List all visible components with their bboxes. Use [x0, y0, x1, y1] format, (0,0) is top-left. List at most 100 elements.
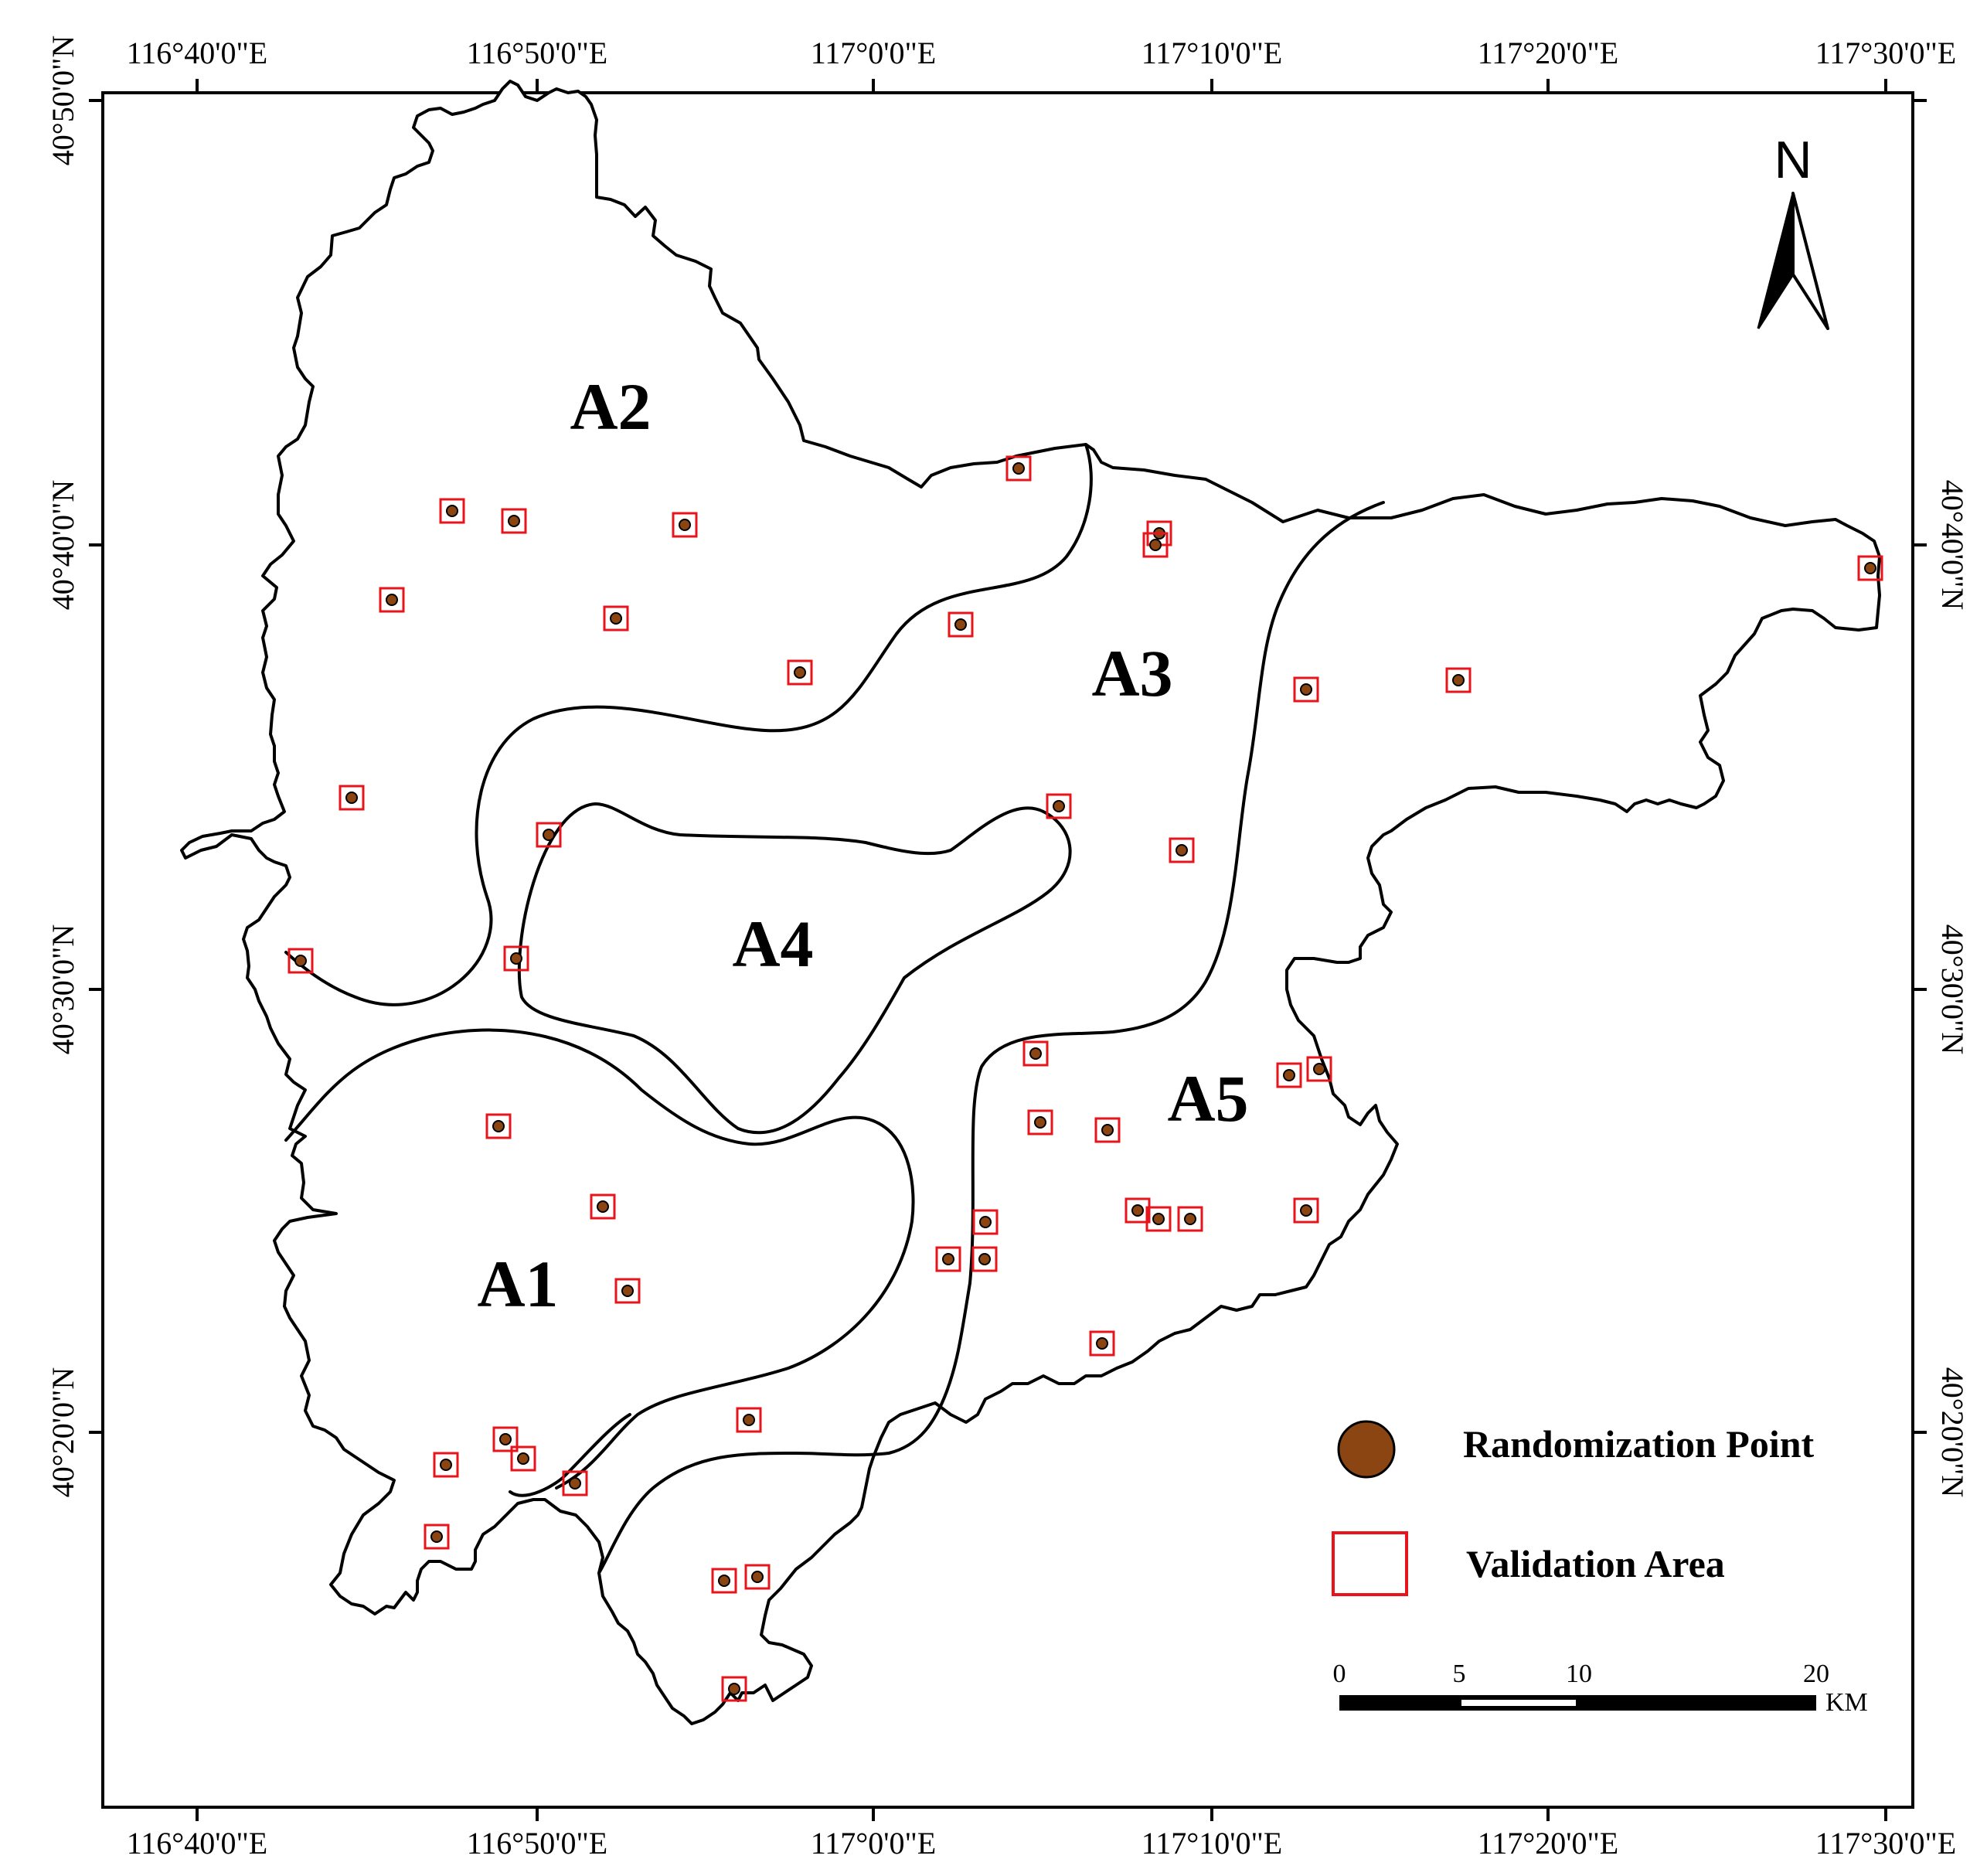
- validation-area-square: [439, 498, 465, 524]
- sample-point: [1306, 1056, 1332, 1082]
- validation-area-square: [1857, 555, 1883, 581]
- randomization-point: [1131, 1204, 1144, 1217]
- bottom-tick-label: 116°40'0"E: [127, 1826, 267, 1861]
- right-tick-label: 40°40'0"N: [1935, 480, 1970, 610]
- sample-point: [536, 822, 562, 848]
- validation-area-square: [1005, 455, 1032, 482]
- validation-area-square: [1293, 676, 1319, 703]
- bottom-tick-label: 117°10'0"E: [1142, 1826, 1282, 1861]
- sample-point: [1046, 793, 1072, 819]
- sample-point: [1169, 837, 1195, 863]
- validation-area-square: [971, 1246, 998, 1272]
- randomization-point: [679, 519, 691, 531]
- validation-area-square: [672, 512, 698, 538]
- validation-area-square: [424, 1524, 450, 1550]
- randomization-point: [1283, 1069, 1295, 1081]
- scale-tick-label: 10: [1566, 1660, 1592, 1688]
- randomization-point: [1101, 1124, 1114, 1136]
- scale-bar-white-segment: [1461, 1700, 1576, 1706]
- validation-area-square: [379, 587, 405, 613]
- validation-area-square: [1145, 1206, 1172, 1232]
- scale-bar-outline: [1339, 1695, 1816, 1711]
- right-tick-label: 40°30'0"N: [1935, 924, 1970, 1054]
- randomization-point: [1096, 1337, 1108, 1350]
- north-label: N: [1774, 131, 1812, 189]
- region-label-a4: A4: [732, 907, 813, 981]
- validation-area-square: [603, 605, 629, 632]
- randomization-point: [1864, 562, 1876, 574]
- sample-point: [503, 945, 529, 972]
- legend-area-icon: [1332, 1531, 1408, 1596]
- sample-point: [948, 611, 974, 638]
- sample-point: [1094, 1117, 1121, 1143]
- validation-area-square: [590, 1193, 616, 1220]
- sample-point: [971, 1246, 998, 1272]
- sample-point: [339, 785, 365, 811]
- sample-point: [562, 1470, 588, 1496]
- bottom-tick-label: 117°0'0"E: [811, 1826, 936, 1861]
- validation-area-square: [948, 611, 974, 638]
- sample-point: [1124, 1197, 1151, 1224]
- north-arrow: N: [1757, 131, 1829, 330]
- randomization-point: [543, 829, 555, 841]
- sample-point: [972, 1209, 999, 1235]
- validation-area-square: [1027, 1109, 1053, 1135]
- sample-point: [1857, 555, 1883, 581]
- sample-point: [787, 659, 813, 686]
- sample-point: [510, 1445, 536, 1472]
- zone-boundaries: [284, 443, 1385, 1575]
- sample-point: [711, 1568, 737, 1594]
- sample-point: [935, 1246, 961, 1272]
- sample-point: [1022, 1040, 1049, 1067]
- randomization-point: [1149, 539, 1162, 551]
- sample-point: [1142, 532, 1169, 558]
- validation-area-square: [562, 1470, 588, 1496]
- region-label-a2: A2: [570, 369, 651, 444]
- sample-point: [1293, 1197, 1319, 1224]
- randomization-point: [517, 1452, 529, 1465]
- north-arrow-icon: [1757, 192, 1829, 330]
- randomization-point: [446, 505, 458, 517]
- zone-boundary-a2-a3: [284, 443, 1093, 1006]
- sample-point: [379, 587, 405, 613]
- legend-area-label: Validation Area: [1466, 1542, 1725, 1585]
- randomization-point: [492, 1120, 505, 1132]
- sample-point: [1177, 1206, 1203, 1232]
- top-axis-labels: 116°40'0"E 116°50'0"E 117°0'0"E 117°10'0…: [127, 36, 1956, 70]
- top-tick-label: 117°10'0"E: [1142, 36, 1282, 70]
- sample-point: [492, 1426, 519, 1452]
- sample-point: [501, 508, 527, 534]
- validation-area-square: [1124, 1197, 1151, 1224]
- validation-area-square: [787, 659, 813, 686]
- left-tick-label: 40°50'0"N: [46, 36, 80, 165]
- left-tick-label: 40°20'0"N: [46, 1367, 80, 1497]
- validation-area-square: [1089, 1330, 1115, 1357]
- validation-area-square: [1142, 532, 1169, 558]
- randomization-point: [743, 1414, 755, 1426]
- sample-point: [485, 1113, 512, 1139]
- sample-point: [736, 1407, 762, 1433]
- sample-point: [1445, 667, 1472, 693]
- validation-area-square: [1169, 837, 1195, 863]
- bottom-tick-label: 117°20'0"E: [1478, 1826, 1618, 1861]
- randomization-point: [1300, 1204, 1312, 1217]
- randomization-point: [1034, 1116, 1046, 1129]
- legend-point-icon: [1337, 1420, 1396, 1479]
- sample-point: [590, 1193, 616, 1220]
- region-label-a5: A5: [1167, 1061, 1248, 1135]
- bottom-tick-label: 117°30'0"E: [1815, 1826, 1956, 1861]
- scale-bar: 0 5 10 20 KM: [1333, 1660, 1868, 1717]
- zone-boundary-a1: [284, 1028, 915, 1490]
- randomization-point: [569, 1477, 581, 1490]
- sample-point: [721, 1676, 747, 1702]
- sample-point: [424, 1524, 450, 1550]
- validation-area-square: [1046, 793, 1072, 819]
- frame-ticks: [89, 79, 1927, 1821]
- validation-area-square: [721, 1676, 747, 1702]
- randomization-point: [1029, 1047, 1042, 1060]
- randomization-point: [345, 792, 358, 804]
- region-labels: A2 A3 A4 A5 A1: [477, 369, 1248, 1321]
- scale-unit-label: KM: [1825, 1688, 1868, 1717]
- top-tick-label: 116°40'0"E: [127, 36, 267, 70]
